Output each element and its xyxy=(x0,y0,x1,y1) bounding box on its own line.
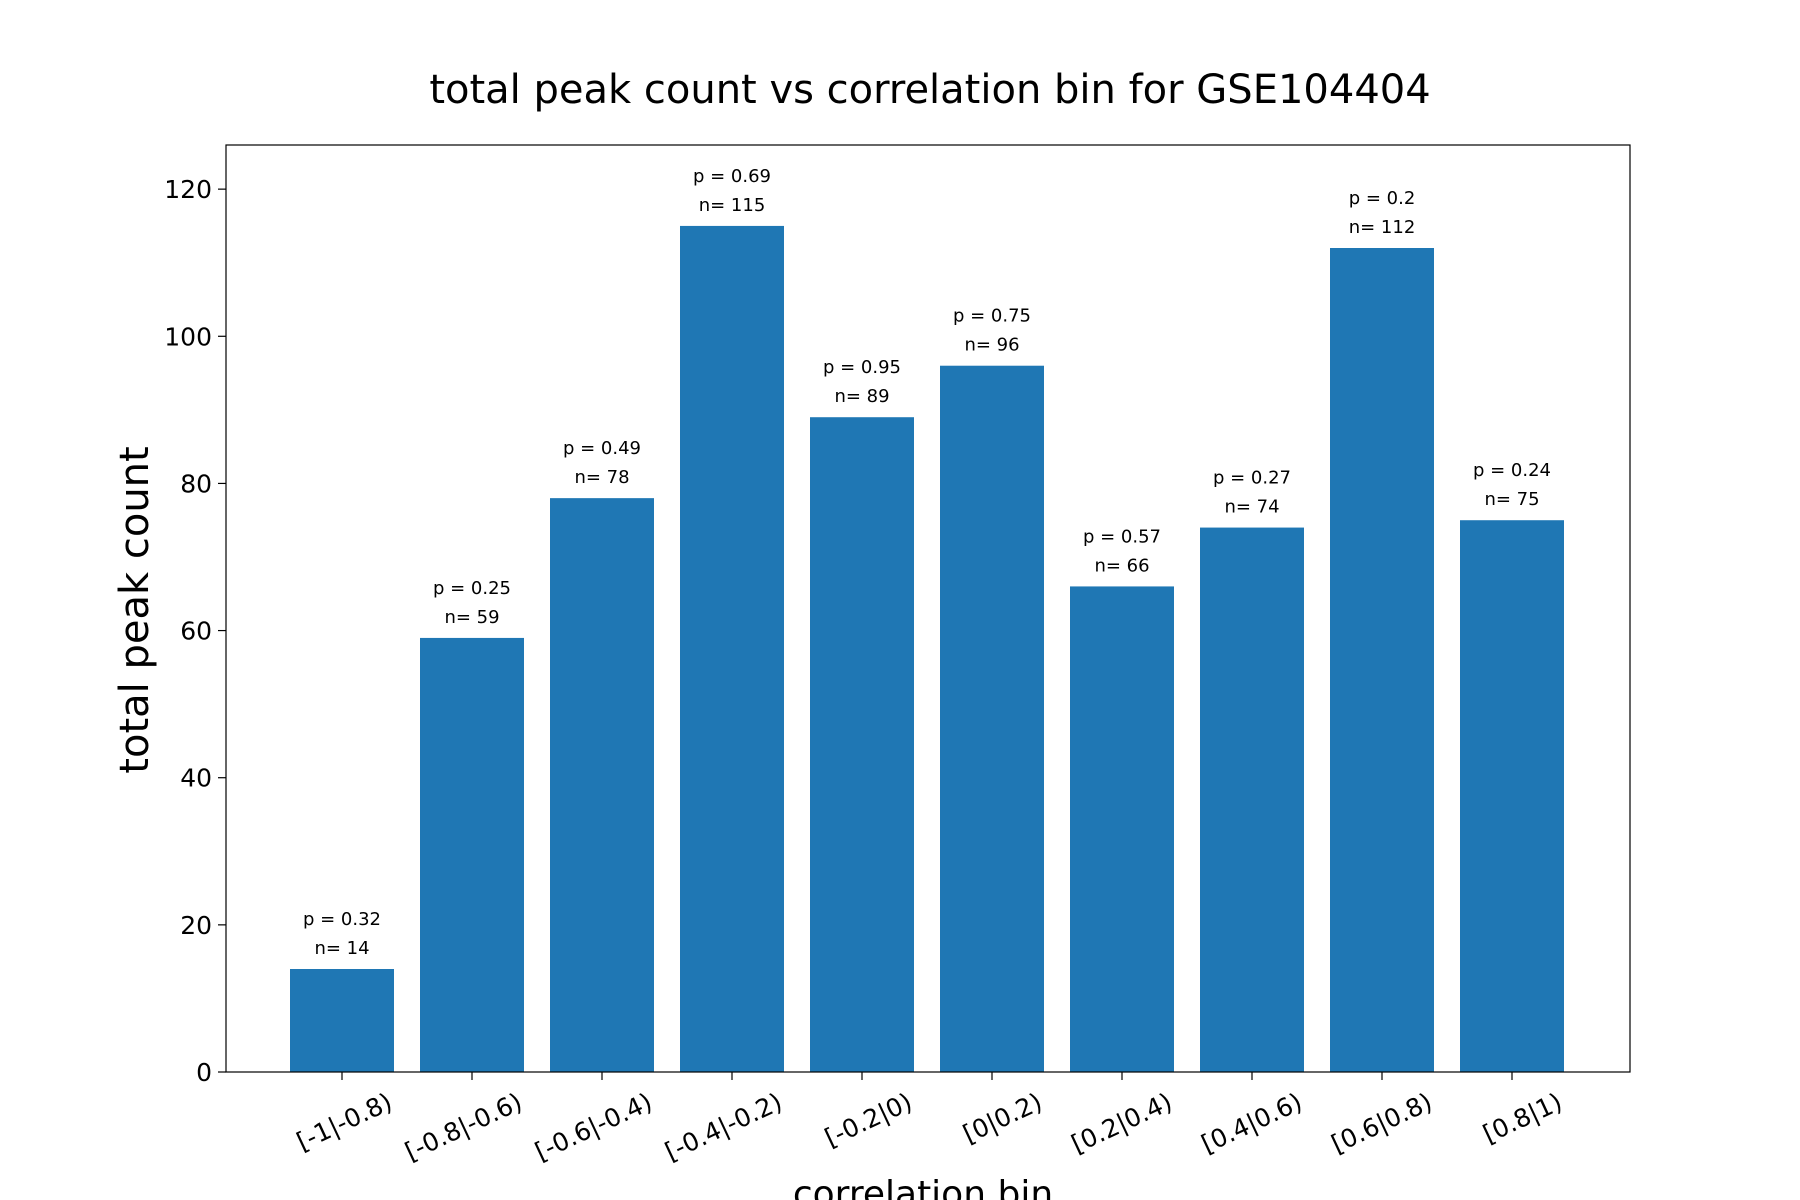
x-tick-label-0: [-1|-0.8) xyxy=(292,1087,396,1156)
y-tick-label-2: 40 xyxy=(180,764,212,793)
bar-p-label-0: p = 0.32 xyxy=(303,909,381,930)
bar-0 xyxy=(290,969,394,1072)
x-tick-label-5: [0|0.2) xyxy=(959,1087,1047,1149)
bar-n-label-4: n= 89 xyxy=(834,386,889,407)
bar-p-label-8: p = 0.2 xyxy=(1349,188,1416,209)
bar-p-label-3: p = 0.69 xyxy=(693,166,771,187)
plot-frame xyxy=(225,144,1631,1073)
x-tick-label-1: [-0.8|-0.6) xyxy=(401,1087,527,1166)
bar-n-label-1: n= 59 xyxy=(444,607,499,628)
bar-p-label-6: p = 0.57 xyxy=(1083,526,1161,547)
bar-p-label-4: p = 0.95 xyxy=(823,357,901,378)
bar-n-label-0: n= 14 xyxy=(314,938,369,959)
x-tick-label-3: [-0.4|-0.2) xyxy=(661,1087,787,1166)
bar-n-label-8: n= 112 xyxy=(1349,217,1416,238)
bar-8 xyxy=(1330,248,1434,1072)
y-axis: 0 20 40 60 80 100 120 xyxy=(164,175,226,1087)
bar-3 xyxy=(680,225,784,1072)
bar-n-label-9: n= 75 xyxy=(1484,489,1539,510)
bar-p-label-9: p = 0.24 xyxy=(1473,460,1551,481)
bar-p-label-2: p = 0.49 xyxy=(563,438,641,459)
bar-n-label-6: n= 66 xyxy=(1094,555,1149,576)
bars-layer: p = 0.32 n= 14 p = 0.25 n= 59 p = 0.49 n= 78 p… xyxy=(290,166,1564,1073)
bar-p-label-1: p = 0.25 xyxy=(433,578,511,599)
y-axis-label: total peak count xyxy=(112,446,158,773)
chart-title: total peak count vs correlation bin for … xyxy=(429,67,1430,113)
bar-6 xyxy=(1070,586,1174,1072)
x-axis: [-1|-0.8) [-0.8|-0.6) [-0.6|-0.4) [-0.4|-0.… xyxy=(292,1072,1567,1166)
bar-n-label-2: n= 78 xyxy=(574,467,629,488)
bar-p-label-5: p = 0.75 xyxy=(953,306,1031,327)
y-tick-label-5: 100 xyxy=(164,322,212,351)
y-tick-label-1: 20 xyxy=(180,911,212,940)
x-tick-label-6: [0.2|0.4) xyxy=(1067,1087,1177,1159)
y-tick-label-0: 0 xyxy=(196,1058,212,1087)
bar-5 xyxy=(940,365,1044,1072)
bar-n-label-3: n= 115 xyxy=(699,195,766,216)
y-tick-label-4: 80 xyxy=(180,469,212,498)
x-tick-label-9: [0.8|1) xyxy=(1479,1087,1567,1149)
x-tick-label-4: [-0.2|0) xyxy=(820,1087,916,1152)
x-tick-label-8: [0.6|0.8) xyxy=(1327,1087,1437,1159)
bar-2 xyxy=(550,498,654,1073)
bar-n-label-5: n= 96 xyxy=(964,335,1019,356)
bar-p-label-7: p = 0.27 xyxy=(1213,468,1291,489)
bar-4 xyxy=(810,417,914,1072)
bar-9 xyxy=(1460,520,1564,1072)
x-tick-label-7: [0.4|0.6) xyxy=(1197,1087,1307,1159)
y-tick-label-6: 120 xyxy=(164,175,212,204)
bar-1 xyxy=(420,637,524,1072)
bar-7 xyxy=(1200,527,1304,1072)
y-tick-label-3: 60 xyxy=(180,617,212,646)
x-tick-label-2: [-0.6|-0.4) xyxy=(531,1087,657,1166)
x-axis-label: correlation bin xyxy=(793,1174,1053,1200)
bar-n-label-7: n= 74 xyxy=(1224,497,1279,518)
